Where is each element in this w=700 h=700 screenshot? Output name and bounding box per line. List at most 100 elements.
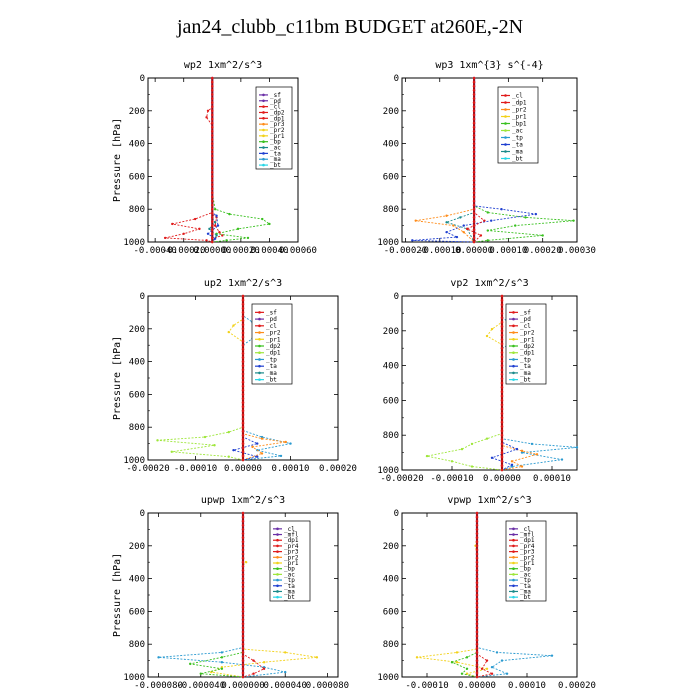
zero-line-point — [241, 331, 245, 335]
zero-line-point — [472, 187, 476, 190]
zero-line-point — [210, 125, 214, 129]
chart-panel-2: wp3 1xm^{3} s^{-4}02004006008001000-0.00… — [377, 60, 596, 256]
zero-line-point — [500, 455, 504, 459]
legend-label: _bp1 — [512, 121, 527, 128]
legend-marker — [262, 146, 265, 149]
zero-line-point — [472, 142, 476, 145]
legend-label: _pr3 — [284, 549, 299, 556]
zero-line-point — [210, 191, 214, 195]
zero-line-point — [241, 327, 245, 331]
data-point — [227, 455, 230, 458]
data-point — [425, 454, 429, 458]
zero-line-point — [241, 425, 245, 429]
zero-line-point — [475, 573, 479, 576]
legend-label: _tp — [520, 356, 531, 363]
data-point — [462, 224, 465, 227]
zero-line-point — [500, 386, 504, 389]
zero-line-point — [241, 438, 245, 441]
zero-line-point — [475, 544, 479, 548]
zero-line-point — [475, 626, 479, 630]
legend-marker — [258, 351, 261, 355]
zero-line-point — [472, 216, 476, 219]
zero-line-point — [500, 342, 504, 346]
legend-marker — [504, 108, 507, 111]
legend-label: _ta — [512, 142, 523, 149]
zero-line-point — [472, 207, 476, 211]
data-point — [490, 219, 493, 222]
series-line-tp — [158, 513, 286, 678]
zero-line-point — [241, 311, 245, 314]
legend-label: _pr3 — [270, 121, 285, 128]
legend-label: _pr1 — [266, 336, 281, 343]
legend: _sf_pd_cl_pr2_pr1_dp2_dp1_tp_ta_ma_bt — [251, 303, 293, 385]
zero-line-point — [500, 412, 504, 415]
y-tick-label: 1000 — [377, 238, 399, 248]
zero-line-point — [210, 232, 214, 236]
zero-line-point — [241, 356, 245, 359]
zero-line-point — [475, 552, 479, 556]
data-point — [490, 456, 494, 460]
legend-label: _cl — [520, 323, 531, 330]
data-point — [213, 224, 217, 227]
legend-label: _cl — [266, 323, 277, 330]
data-point — [490, 672, 494, 675]
zero-line-point — [210, 228, 214, 231]
panel-title: upwp 1xm^2/s^3 — [201, 495, 285, 506]
zero-line-point — [500, 420, 504, 424]
y-axis-label: Pressure [hPa] — [112, 553, 123, 637]
data-point — [220, 661, 224, 664]
zero-line-point — [210, 93, 214, 96]
legend: _sf_pd_cl_pr2_pr1_dp2_dp1_tp_ta_ma_bt — [505, 303, 547, 385]
legend-marker — [504, 136, 507, 139]
data-point — [279, 454, 283, 458]
legend-marker — [262, 163, 265, 167]
data-point — [203, 435, 207, 439]
zero-line-point — [210, 84, 214, 88]
legend-marker — [512, 324, 515, 328]
zero-line-point — [241, 528, 245, 531]
y-tick-label: 800 — [383, 205, 399, 215]
x-tick-label: -0.00010 — [174, 464, 217, 474]
zero-line-point — [500, 429, 504, 433]
y-tick-label: 0 — [140, 292, 145, 302]
zero-line-point — [500, 390, 504, 394]
legend-label: _tp — [512, 135, 523, 142]
zero-line-point — [210, 171, 214, 174]
zero-line-point — [475, 638, 479, 642]
data-point — [520, 451, 524, 454]
legend-marker — [504, 115, 507, 118]
zero-line-point — [472, 117, 476, 121]
y-tick-label: 800 — [129, 640, 145, 650]
zero-line-point — [210, 150, 214, 154]
data-point — [455, 235, 459, 239]
data-point — [486, 239, 489, 242]
zero-line-point — [500, 446, 504, 450]
legend-marker — [512, 595, 515, 599]
zero-line-point — [500, 407, 504, 411]
x-tick-label: 0.000000 — [221, 681, 264, 691]
legend-marker — [512, 331, 515, 334]
data-point — [284, 670, 287, 674]
zero-line-point — [210, 101, 214, 104]
zero-line-point — [500, 468, 504, 472]
legend-marker — [276, 567, 279, 570]
y-tick-label: 0 — [394, 74, 399, 84]
data-point — [486, 211, 489, 214]
data-point — [500, 208, 503, 211]
data-point — [485, 667, 489, 670]
zero-line-point — [241, 610, 245, 613]
zero-line-point — [241, 372, 245, 376]
zero-line-point — [500, 316, 504, 320]
zero-line-point — [241, 352, 245, 355]
legend-marker — [512, 573, 515, 576]
zero-line-point — [241, 532, 245, 535]
x-tick-label: 0.00010 — [533, 474, 571, 484]
data-point — [524, 216, 527, 219]
zero-line-point — [241, 417, 245, 421]
y-tick-label: 0 — [140, 74, 145, 84]
zero-line-point — [500, 351, 504, 354]
legend-marker — [258, 358, 261, 361]
legend-label: _pd — [270, 98, 281, 105]
x-tick-label: -0.00040 — [133, 246, 176, 256]
zero-line-point — [472, 220, 476, 223]
